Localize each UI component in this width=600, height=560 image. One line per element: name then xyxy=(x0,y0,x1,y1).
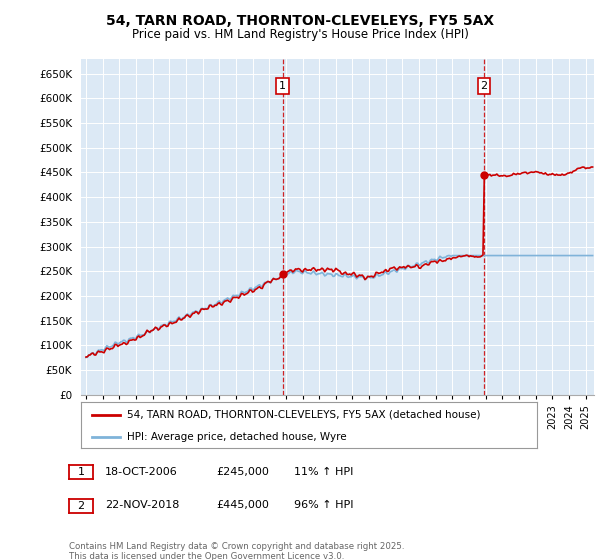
Text: Contains HM Land Registry data © Crown copyright and database right 2025.
This d: Contains HM Land Registry data © Crown c… xyxy=(69,542,404,560)
Text: 54, TARN ROAD, THORNTON-CLEVELEYS, FY5 5AX: 54, TARN ROAD, THORNTON-CLEVELEYS, FY5 5… xyxy=(106,14,494,28)
Text: 1: 1 xyxy=(77,468,85,477)
Text: Price paid vs. HM Land Registry's House Price Index (HPI): Price paid vs. HM Land Registry's House … xyxy=(131,28,469,41)
Text: 54, TARN ROAD, THORNTON-CLEVELEYS, FY5 5AX (detached house): 54, TARN ROAD, THORNTON-CLEVELEYS, FY5 5… xyxy=(127,410,480,420)
Text: £445,000: £445,000 xyxy=(216,500,269,510)
Text: £245,000: £245,000 xyxy=(216,466,269,477)
Text: 18-OCT-2006: 18-OCT-2006 xyxy=(105,466,178,477)
Text: 2: 2 xyxy=(77,501,85,511)
Text: 1: 1 xyxy=(279,81,286,91)
Text: 22-NOV-2018: 22-NOV-2018 xyxy=(105,500,179,510)
Text: HPI: Average price, detached house, Wyre: HPI: Average price, detached house, Wyre xyxy=(127,432,346,441)
Text: 96% ↑ HPI: 96% ↑ HPI xyxy=(294,500,353,510)
Text: 11% ↑ HPI: 11% ↑ HPI xyxy=(294,466,353,477)
Text: 2: 2 xyxy=(481,81,488,91)
